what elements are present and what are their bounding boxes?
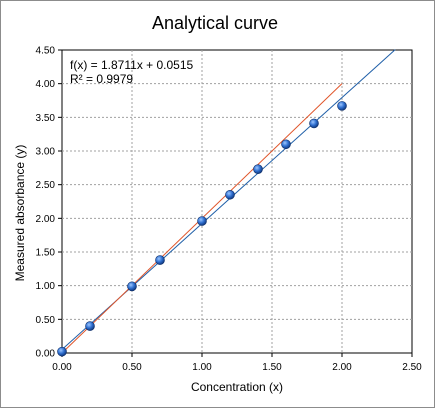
x-tick-label: 1.50 — [262, 362, 282, 373]
data-point — [57, 346, 67, 357]
y-tick-label: 0.50 — [36, 315, 56, 326]
data-point — [225, 189, 235, 200]
data-point — [85, 321, 95, 331]
y-tick-label: 1.50 — [36, 248, 56, 259]
data-point — [253, 164, 263, 174]
r-squared-label: R² = 0.9979 — [70, 72, 133, 86]
y-tick-label: 3.00 — [36, 147, 56, 158]
equation-label: f(x) = 1.8711x + 0.0515 — [70, 58, 194, 72]
y-tick-label: 3.50 — [36, 113, 56, 124]
y-tick-label: 1.00 — [36, 281, 56, 292]
x-tick-label: 2.00 — [332, 362, 352, 373]
y-tick-label: 2.50 — [36, 180, 56, 191]
tick-labels: 0.00 0.50 1.00 1.50 2.00 2.50 3.00 3.50 4.00 4.50… — [36, 46, 423, 374]
y-tick-label: 4.00 — [36, 79, 56, 90]
plot-area — [61, 49, 413, 354]
y-tick-label: 0.00 — [36, 349, 56, 360]
data-point — [155, 255, 165, 265]
x-tick-label: 0.00 — [52, 362, 72, 373]
x-tick-label: 1.00 — [192, 362, 212, 373]
data-point — [309, 118, 319, 129]
data-point — [127, 281, 137, 292]
data-point — [197, 216, 207, 226]
x-axis-title: Concentration (x) — [191, 380, 283, 394]
x-tick-label: 0.50 — [122, 362, 142, 373]
x-tick-label: 2.50 — [402, 362, 422, 373]
chart-title: Analytical curve — [152, 13, 278, 33]
y-tick-label: 4.50 — [36, 46, 56, 57]
y-tick-label: 2.00 — [36, 214, 56, 225]
data-point — [281, 139, 291, 150]
data-points — [57, 101, 347, 357]
y-axis-title: Measured absorbance (y) — [13, 145, 27, 282]
data-point — [337, 101, 347, 111]
